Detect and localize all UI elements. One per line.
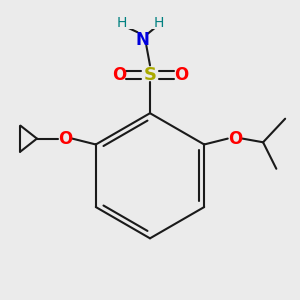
Text: O: O bbox=[228, 130, 242, 148]
Text: S: S bbox=[143, 66, 157, 84]
Text: O: O bbox=[58, 130, 72, 148]
Text: O: O bbox=[174, 66, 188, 84]
Text: O: O bbox=[112, 66, 126, 84]
Text: N: N bbox=[136, 31, 150, 49]
Text: H: H bbox=[154, 16, 164, 30]
Text: H: H bbox=[117, 16, 127, 30]
